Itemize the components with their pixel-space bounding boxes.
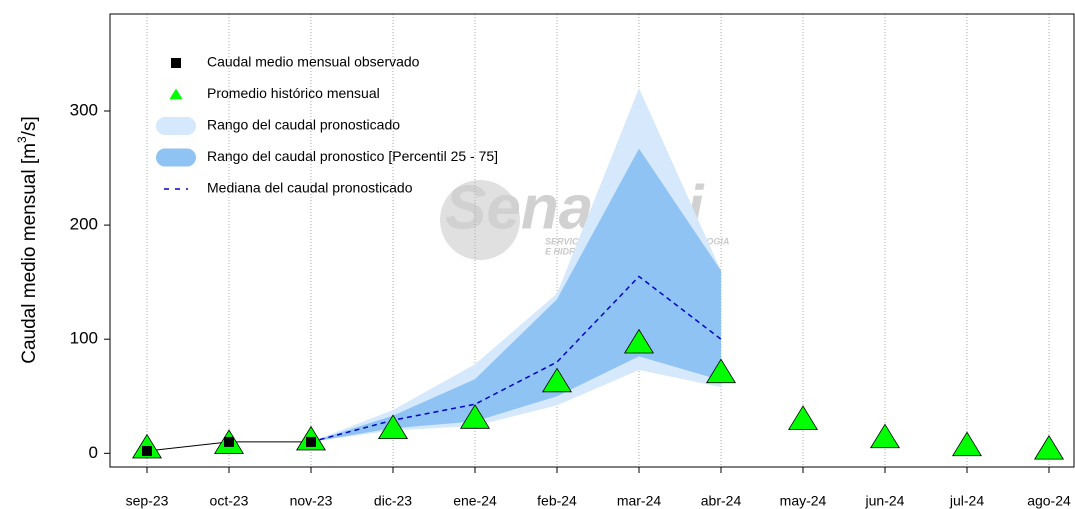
x-tick-label: feb-24 [537, 493, 577, 509]
y-axis-label-part: Caudal medio mensual [m [19, 143, 40, 364]
historical-marker [869, 423, 901, 449]
legend-swatch [156, 148, 196, 167]
forecast-band [557, 148, 639, 397]
legend-label: Promedio histórico mensual [207, 85, 380, 101]
x-tick-label: sep-23 [126, 493, 169, 509]
forecast-band [393, 379, 475, 429]
observed-marker [142, 446, 152, 457]
historical-marker [541, 367, 573, 393]
x-tick-label: may-24 [780, 493, 827, 509]
historical-marker [705, 358, 737, 384]
legend-swatch [169, 88, 183, 100]
legend-swatch [156, 117, 196, 135]
y-axis-label-sup: 3 [15, 136, 29, 143]
legend-label: Mediana del caudal pronosticado [207, 180, 413, 196]
x-tick-label: jul-24 [949, 493, 984, 509]
y-tick-label: 100 [70, 329, 98, 348]
y-axis-label: Caudal medio mensual [m3/s] [15, 116, 40, 363]
y-axis-label-part: /s] [19, 116, 40, 136]
historical-marker [377, 414, 409, 440]
historical-marker [459, 404, 491, 429]
observed-marker [224, 436, 234, 447]
historical-marker [1033, 434, 1065, 460]
historical-marker [951, 431, 983, 457]
x-tick-label: dic-23 [374, 493, 412, 509]
x-tick-label: jun-24 [865, 493, 905, 509]
forecast-band [475, 299, 557, 422]
forecast-band [311, 409, 393, 442]
median-line [310, 275, 722, 443]
x-tick-label: oct-23 [210, 493, 249, 509]
forecast-band [311, 415, 393, 442]
plot-frame [109, 13, 1075, 468]
legend-swatch [171, 58, 181, 68]
legend-label: Caudal medio mensual observado [207, 54, 420, 70]
x-tick-label: nov-23 [290, 493, 333, 509]
historical-marker [623, 328, 655, 354]
x-tick-label: abr-24 [701, 493, 742, 509]
watermark-sun [440, 180, 520, 260]
historical-marker [787, 405, 819, 430]
forecast-band [639, 148, 721, 381]
observed-marker [306, 436, 316, 447]
legend-label: Rango del caudal pronosticado [207, 117, 400, 133]
x-tick-label: ago-24 [1027, 493, 1071, 509]
y-tick-label: 300 [70, 100, 98, 119]
x-tick-label: mar-24 [617, 493, 662, 509]
y-tick-label: 200 [70, 215, 98, 234]
y-tick-label: 0 [89, 443, 98, 462]
x-tick-label: ene-24 [453, 493, 497, 509]
legend-label: Rango del caudal pronostico [Percentil 2… [207, 148, 498, 164]
